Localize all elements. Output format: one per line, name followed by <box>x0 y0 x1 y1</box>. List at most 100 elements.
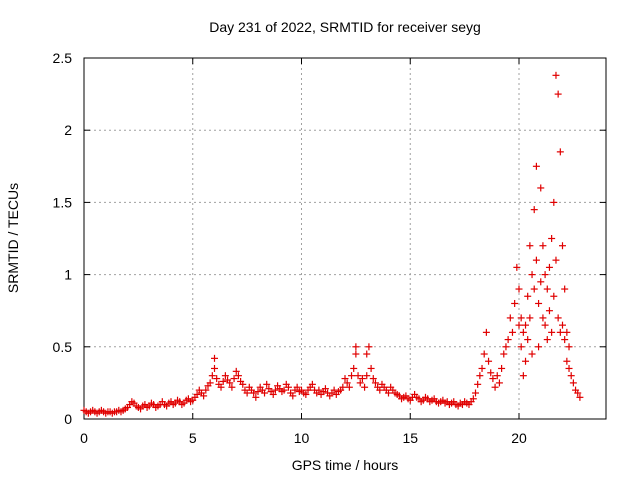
data-point <box>537 184 545 192</box>
data-point <box>254 388 262 396</box>
data-point <box>545 263 553 271</box>
y-tick-label: 1.5 <box>53 194 73 210</box>
y-tick-label: 2 <box>64 122 72 138</box>
data-point <box>219 377 227 385</box>
data-point <box>293 383 301 391</box>
data-point <box>530 285 538 293</box>
data-point <box>345 383 353 391</box>
data-point <box>480 350 488 358</box>
data-point <box>528 271 536 279</box>
data-point <box>559 321 566 329</box>
data-point <box>508 328 516 336</box>
data-point <box>263 380 271 388</box>
data-point <box>356 379 364 387</box>
y-axis-label: SRMTID / TECUs <box>5 183 21 293</box>
plot-frame <box>83 57 607 420</box>
data-point <box>561 336 569 344</box>
data-point <box>476 372 484 380</box>
data-point <box>498 364 506 372</box>
data-point <box>321 385 329 393</box>
x-tick-label: 20 <box>511 430 527 446</box>
data-point <box>308 380 316 388</box>
data-point <box>517 314 525 322</box>
data-point <box>517 343 525 351</box>
data-point <box>522 357 530 365</box>
data-point <box>269 390 277 398</box>
data-point <box>371 379 379 387</box>
data-point <box>526 242 534 250</box>
data-point <box>363 350 371 358</box>
data-point <box>271 386 279 394</box>
data-point <box>354 372 362 380</box>
data-point <box>528 350 536 358</box>
data-point <box>491 383 499 391</box>
data-point <box>543 336 551 344</box>
data-point <box>289 392 297 400</box>
data-point <box>567 372 575 380</box>
data-point <box>535 299 543 307</box>
data-point <box>500 350 508 358</box>
data-point <box>519 372 527 380</box>
data-point <box>539 242 547 250</box>
data-point <box>504 336 512 344</box>
data-point <box>208 372 216 380</box>
data-point <box>565 364 573 372</box>
data-point <box>358 375 366 383</box>
data-point <box>502 343 510 351</box>
data-point <box>532 162 540 170</box>
data-point <box>513 263 521 271</box>
data-point <box>280 386 288 394</box>
data-point <box>243 389 251 397</box>
y-tick-label: 0.5 <box>53 339 73 355</box>
data-point <box>550 292 558 300</box>
data-point <box>478 364 486 372</box>
y-tick-label: 1 <box>64 267 72 283</box>
data-point <box>489 375 497 383</box>
data-point <box>228 383 236 391</box>
data-point <box>341 375 349 383</box>
data-point <box>574 389 582 397</box>
data-point <box>365 343 373 351</box>
data-point <box>330 386 338 394</box>
data-point <box>252 393 260 401</box>
data-point <box>339 383 347 391</box>
x-tick-label: 15 <box>402 430 418 446</box>
x-tick-label: 5 <box>189 430 197 446</box>
data-point <box>515 321 523 329</box>
y-tick-label: 2.5 <box>53 50 73 66</box>
data-point <box>535 343 543 351</box>
data-point <box>522 321 530 329</box>
data-point <box>506 314 514 322</box>
data-point <box>563 328 571 336</box>
data-point <box>472 389 479 397</box>
data-point <box>511 299 519 307</box>
data-point <box>261 389 269 397</box>
data-point <box>495 379 503 387</box>
grid-lines <box>84 58 606 419</box>
data-point <box>202 386 210 394</box>
data-point <box>541 271 549 279</box>
data-point <box>211 354 218 362</box>
data-point <box>543 285 551 293</box>
data-point <box>211 364 218 372</box>
axis-tick-labels: 0 5 10 15 20 0 0.5 1 1.5 2 2.5 <box>53 50 527 446</box>
data-point <box>193 390 201 398</box>
data-point <box>302 390 310 398</box>
data-point <box>474 380 482 388</box>
data-point <box>519 328 527 336</box>
data-point <box>548 328 556 336</box>
data-point <box>487 369 495 377</box>
x-axis-label: GPS time / hours <box>292 457 399 473</box>
data-point <box>385 389 392 397</box>
data-point <box>369 375 377 383</box>
data-point <box>548 235 556 242</box>
data-point <box>230 375 238 383</box>
data-point <box>213 375 221 383</box>
data-point <box>206 379 214 387</box>
data-point <box>550 198 558 206</box>
data-point <box>552 71 560 79</box>
data-series-srmtid <box>80 71 584 417</box>
data-point <box>576 393 584 401</box>
